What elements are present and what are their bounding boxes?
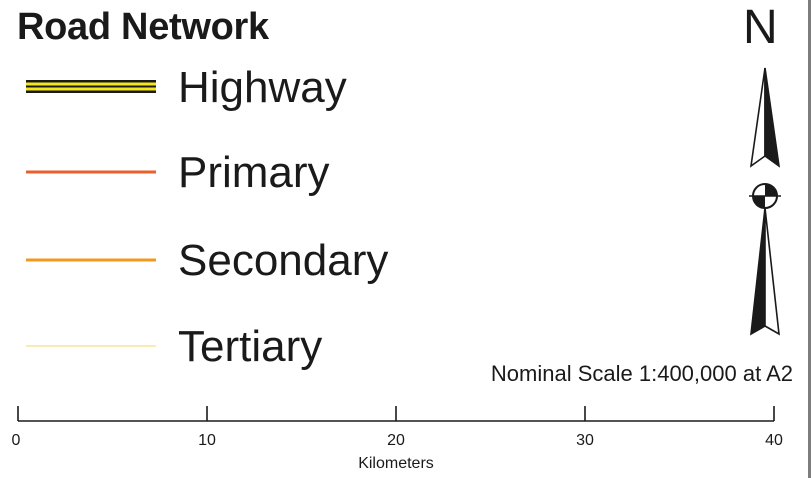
scale-tick-label: 40 [765, 432, 783, 449]
legend-item-secondary: Secondary [0, 236, 420, 286]
legend-item-highway: Highway [0, 63, 420, 113]
scale-tick-label: 0 [11, 432, 21, 449]
nominal-scale-text: Nominal Scale 1:400,000 at A2 [490, 361, 793, 386]
north-arrow-icon [745, 66, 785, 347]
scale-tick-label: 10 [198, 432, 216, 449]
highway-symbol-icon [26, 63, 156, 113]
panel-border [808, 0, 811, 478]
legend-item-tertiary: Tertiary [0, 322, 420, 372]
legend-title: Road Network [17, 6, 269, 48]
primary-road-line-icon [26, 148, 156, 198]
legend-item-primary: Primary [0, 148, 420, 198]
secondary-road-line-icon [26, 236, 156, 286]
legend-label-highway: Highway [178, 63, 347, 112]
scale-tick-label: 30 [576, 432, 594, 449]
scale-tick-label: 20 [387, 432, 405, 449]
legend-label-secondary: Secondary [178, 236, 389, 285]
legend-label-primary: Primary [178, 148, 330, 197]
scale-unit-label: Kilometers [358, 455, 434, 472]
scale-bar: 0 10 20 30 40 Kilometers [0, 398, 811, 478]
legend-label-tertiary: Tertiary [178, 322, 323, 371]
north-letter: N [743, 1, 778, 54]
tertiary-road-line-icon [26, 322, 156, 372]
